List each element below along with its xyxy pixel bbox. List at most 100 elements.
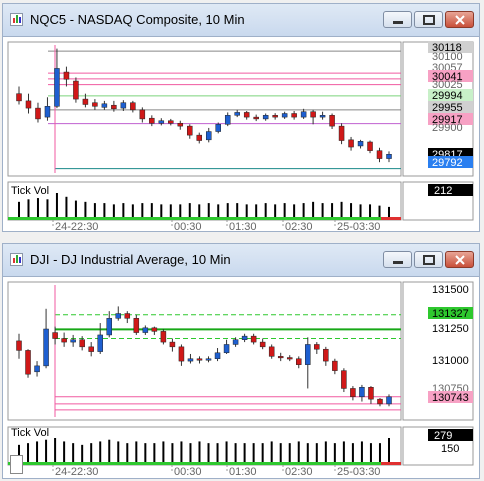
candle-body: [310, 111, 316, 118]
candle-body: [92, 102, 98, 107]
candle-body: [338, 125, 345, 141]
volume-bar: [359, 204, 362, 217]
volume-bar: [207, 203, 210, 217]
candle-body: [124, 313, 131, 319]
candle-body: [187, 358, 194, 362]
candle-body: [25, 350, 31, 375]
nasdaq-price-chart[interactable]: 24-22:30 00:30 01:30 02:30 25-03:30 301183010…: [3, 37, 479, 233]
minimize-button[interactable]: [383, 251, 412, 268]
nasdaq-chart-window[interactable]: NQC5 - NASDAQ Composite, 10 Min 24-22:30…: [2, 3, 480, 233]
volume-bar: [18, 201, 20, 217]
minimize-button[interactable]: [383, 11, 412, 28]
maximize-button[interactable]: [414, 251, 443, 268]
candle-body: [133, 318, 140, 333]
candle-body: [367, 141, 373, 151]
volume-bar: [126, 443, 129, 462]
candle-body: [196, 134, 203, 141]
volume-bar: [169, 204, 172, 217]
minimize-icon: [393, 21, 403, 24]
volume-bar: [378, 443, 381, 462]
volume-bar: [45, 439, 48, 462]
price-pane: [7, 41, 402, 177]
price-label-bg: [428, 89, 473, 101]
candle-body: [54, 68, 60, 107]
volume-bar: [350, 203, 353, 217]
candle-body: [214, 352, 221, 359]
volume-bar: [93, 203, 96, 217]
volume-bar: [180, 441, 183, 462]
window-titlebar[interactable]: NQC5 - NASDAQ Composite, 10 Min: [3, 4, 479, 37]
candle-body: [196, 358, 203, 361]
candle-body: [25, 100, 32, 109]
candle-body: [250, 335, 257, 343]
price-label-bg: [428, 113, 473, 125]
volume-value-bg: [428, 429, 473, 441]
time-label: 02:30: [285, 466, 313, 478]
volume-bar: [112, 204, 115, 217]
volume-bar: [264, 203, 267, 217]
volume-bar: [198, 441, 201, 462]
candle-body: [224, 115, 231, 125]
volume-bar: [243, 443, 246, 462]
price-label-bg: [428, 307, 473, 319]
window-titlebar[interactable]: DJI - DJ Industrial Average, 10 Min: [3, 244, 479, 277]
volume-bar: [46, 199, 49, 217]
volume-bar: [99, 441, 102, 462]
close-button[interactable]: [445, 251, 474, 268]
candle-body: [120, 102, 127, 109]
volume-bar: [321, 203, 324, 217]
candle-body: [70, 339, 76, 343]
close-button[interactable]: [445, 11, 474, 28]
candle-body: [178, 346, 185, 362]
candle-body: [253, 116, 259, 120]
candle-body: [329, 115, 335, 127]
volume-pane-label: Tick Vol: [11, 185, 50, 197]
candle-body: [357, 141, 364, 147]
candle-body: [386, 154, 392, 159]
volume-bar: [189, 443, 192, 462]
volume-bar: [297, 441, 300, 462]
candle-body: [277, 356, 284, 359]
candle-body: [314, 344, 320, 350]
volume-bar: [131, 204, 134, 217]
volume-bar: [117, 441, 120, 462]
volume-bar: [225, 441, 228, 462]
volume-bar: [54, 438, 57, 462]
dji-price-chart[interactable]: 24-22:30 00:30 01:30 02:30 25-03:30 131500 131…: [3, 277, 479, 478]
candle-body: [63, 71, 70, 80]
volume-bar: [388, 438, 390, 462]
candle-body: [73, 80, 79, 100]
volume-bar: [90, 443, 93, 462]
scroll-box[interactable]: [10, 455, 23, 474]
volume-bar: [274, 204, 277, 217]
volume-value: 212: [434, 185, 452, 197]
time-label: 24-22:30: [55, 466, 98, 478]
volume-bar: [122, 203, 125, 217]
candle-body: [281, 113, 288, 118]
volume-bar: [245, 204, 248, 217]
candle-body: [259, 341, 266, 348]
volume-bar: [351, 443, 354, 462]
volume-bar: [55, 193, 58, 217]
candle-body: [111, 104, 117, 110]
volume-bar: [18, 444, 20, 462]
candle-body: [44, 106, 51, 118]
candle-body: [232, 339, 239, 345]
candle-body: [376, 150, 383, 159]
window-title: NQC5 - NASDAQ Composite, 10 Min: [30, 12, 245, 27]
volume-bar: [378, 205, 381, 217]
candle-body: [359, 387, 365, 398]
volume-bar: [72, 443, 75, 462]
volume-bar: [283, 203, 286, 217]
candle-body: [323, 348, 329, 362]
volume-bar: [84, 201, 87, 217]
dji-chart-window[interactable]: DJI - DJ Industrial Average, 10 Min 24-2…: [2, 243, 480, 479]
volume-pane: [7, 181, 402, 221]
candle-body: [300, 111, 307, 118]
volume-bar: [261, 443, 264, 462]
candle-body: [82, 98, 89, 105]
maximize-button[interactable]: [414, 11, 443, 28]
volume-bar: [217, 204, 220, 217]
candle-body: [35, 107, 41, 120]
maximize-icon: [423, 15, 435, 25]
